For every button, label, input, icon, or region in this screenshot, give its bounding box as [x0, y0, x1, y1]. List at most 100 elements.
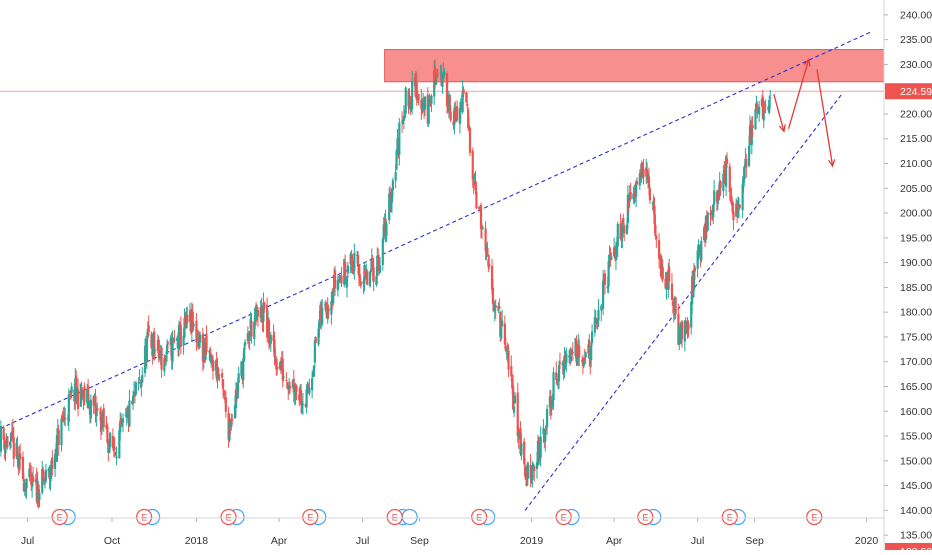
candle-body [346, 265, 350, 274]
candle-body [503, 323, 506, 345]
candle-body [498, 306, 501, 309]
candle-body [234, 389, 238, 409]
candle [12, 426, 15, 467]
price-axis[interactable]: 135.00 140.00 145.00 150.00 155.00 160.00 165.… [884, 9, 932, 542]
candle [558, 352, 562, 370]
earnings-event-marker[interactable]: E [51, 508, 76, 526]
earnings-event-marker[interactable]: E [220, 508, 245, 526]
candle [154, 347, 157, 360]
earnings-marker-icon[interactable] [637, 508, 654, 526]
earnings-marker-icon[interactable] [806, 508, 823, 526]
candle-body [756, 104, 759, 112]
earnings-event-marker[interactable]: E [471, 508, 496, 526]
earnings-event-marker[interactable]: E [637, 508, 662, 526]
candle-body [173, 339, 176, 341]
candle-body [439, 72, 442, 74]
candle-body [314, 337, 317, 343]
upper-trendline[interactable] [0, 31, 871, 430]
candle [556, 373, 559, 386]
low-price-badge[interactable]: 132.62 [885, 543, 932, 555]
candle-body [6, 436, 9, 448]
y-tick-label: 210.00 [900, 158, 932, 170]
candle [234, 381, 238, 418]
candle [145, 332, 148, 369]
candle-body [725, 158, 729, 164]
earnings-marker-icon[interactable] [51, 508, 68, 526]
earnings-event-marker[interactable]: E [302, 508, 327, 526]
candle [391, 177, 394, 198]
last-price-badge[interactable]: 224.59 [885, 83, 932, 100]
candle [626, 185, 629, 230]
earnings-marker-icon[interactable] [220, 508, 237, 526]
forecast-arrow[interactable] [816, 69, 836, 168]
candle-body [597, 309, 600, 321]
candle-body [76, 389, 80, 409]
candle [366, 268, 369, 286]
earnings-marker-icon[interactable] [471, 508, 488, 526]
earnings-event-marker[interactable]: E [386, 508, 418, 526]
earnings-marker-icon[interactable] [136, 508, 153, 526]
candle [115, 446, 118, 466]
candles-layer [0, 59, 772, 509]
candle [109, 432, 112, 451]
candle-body [641, 162, 644, 168]
candle-body [700, 241, 703, 261]
earnings-event-marker[interactable]: E [806, 508, 823, 526]
candle [411, 70, 414, 115]
earnings-event-marker[interactable]: E [136, 508, 161, 526]
candle-body [222, 390, 226, 396]
candle-body [769, 97, 772, 99]
candle-body [211, 359, 215, 372]
candle-body [312, 365, 316, 377]
candle [6, 435, 9, 450]
candle [539, 426, 542, 467]
candle [462, 86, 465, 98]
candle [674, 296, 677, 320]
candle-body [404, 87, 407, 114]
candle [481, 225, 484, 230]
candle-body [191, 311, 194, 328]
candle-body [205, 335, 208, 352]
earnings-marker-icon[interactable] [721, 508, 738, 526]
time-axis[interactable]: Jul Oct 2018 Apr Jul Sep 2019 Apr Jul Sep 2020 [21, 518, 879, 547]
candle-body [646, 169, 649, 177]
candle-body [67, 394, 70, 422]
candle [732, 201, 735, 231]
candle-body [29, 467, 32, 474]
resistance-zone[interactable] [384, 49, 885, 83]
candle-body [472, 181, 475, 186]
candle-body [458, 108, 462, 124]
candle-body [647, 176, 651, 187]
earnings-event-marker[interactable]: E [555, 508, 580, 526]
y-tick-label: 200.00 [900, 208, 932, 220]
candle [762, 99, 765, 129]
candle-body [301, 403, 305, 405]
candle [488, 255, 491, 270]
candle [507, 344, 510, 378]
candle-body [371, 259, 374, 270]
candle [217, 367, 220, 380]
lower-trendline[interactable] [524, 93, 843, 511]
forecast-arrow[interactable] [787, 58, 811, 130]
earnings-marker-icon[interactable] [555, 508, 572, 526]
candle [273, 331, 276, 366]
candle-body [448, 95, 451, 114]
candle [285, 372, 288, 382]
dividend-marker-icon[interactable] [401, 508, 418, 526]
earnings-marker-icon[interactable] [386, 508, 403, 526]
earnings-marker-icon[interactable] [302, 508, 319, 526]
candle-body [385, 223, 388, 236]
candle-body [60, 418, 63, 446]
candle [288, 381, 292, 394]
candle-body [719, 181, 722, 189]
candle [434, 75, 438, 85]
candle [670, 273, 674, 301]
candle [466, 93, 469, 110]
candle-body [389, 191, 392, 208]
forecast-arrow[interactable] [773, 93, 786, 133]
earnings-event-marker[interactable]: E [721, 508, 746, 526]
candle-body [674, 297, 677, 315]
x-tick-label: Jul [356, 535, 369, 547]
